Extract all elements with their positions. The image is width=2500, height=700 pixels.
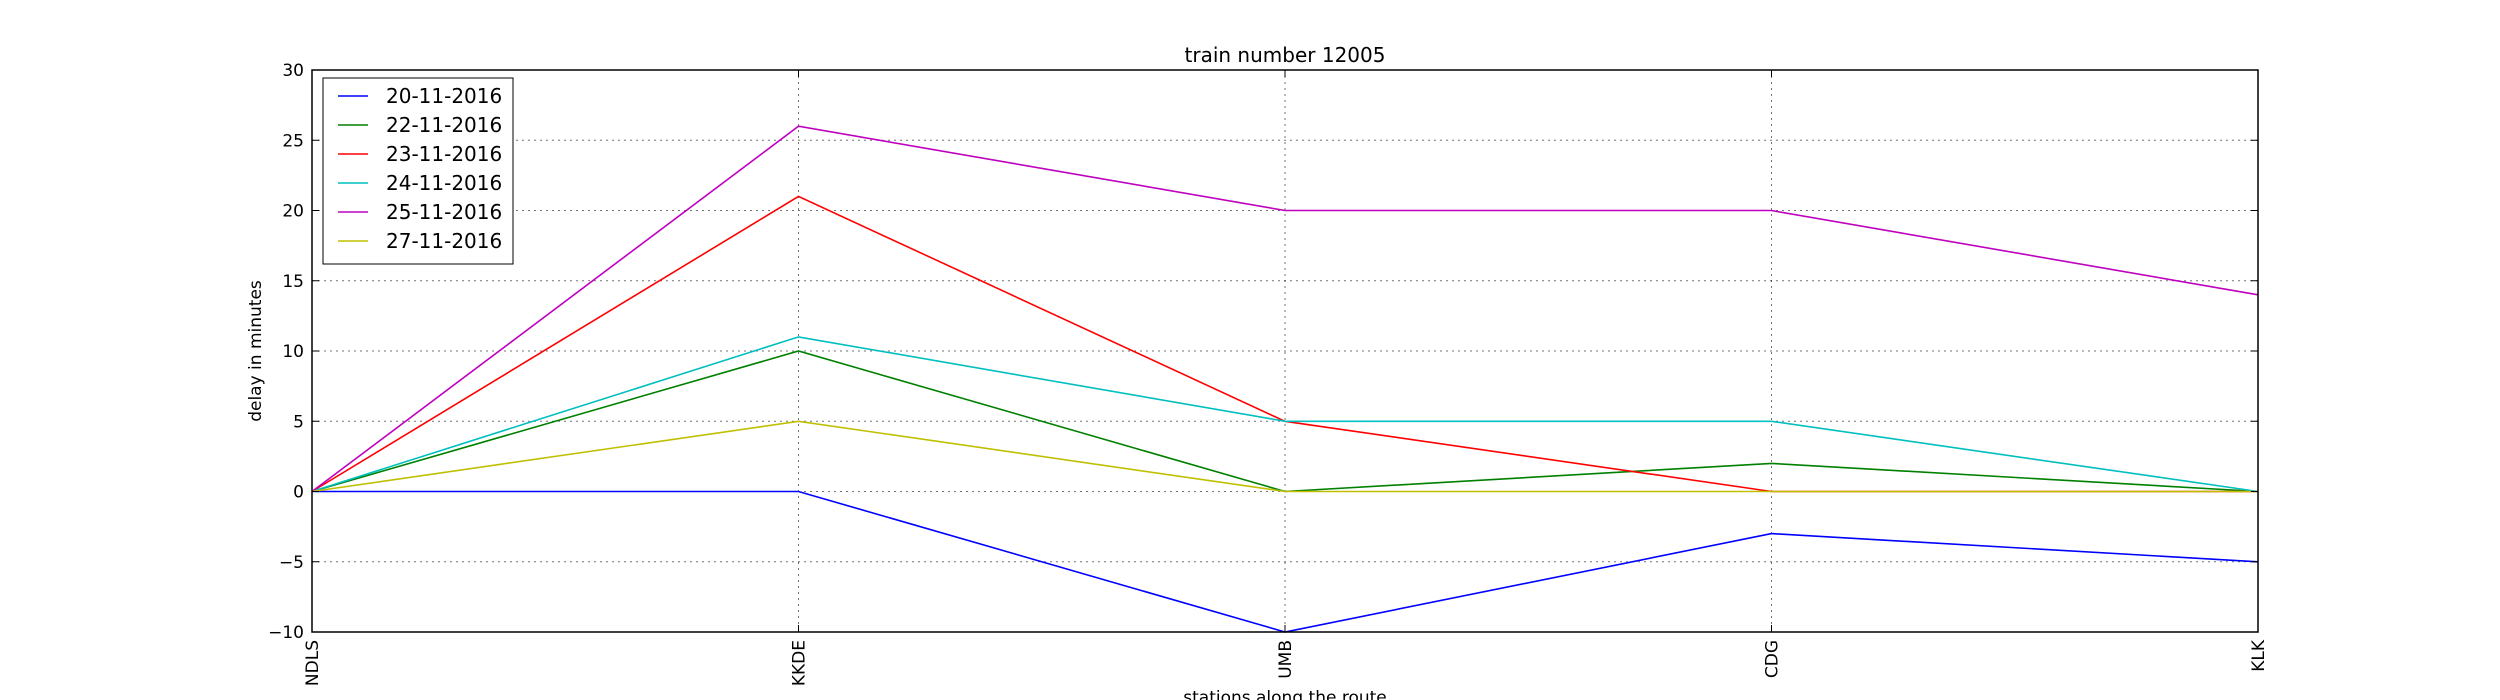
y-tick-label: −10	[268, 623, 304, 643]
x-tick-label: CDG	[1763, 640, 1783, 678]
chart-title: train number 12005	[1185, 43, 1386, 67]
y-tick-label: 10	[282, 342, 304, 362]
x-axis-ticks: NDLS KKDE UMB CDG KLK	[303, 70, 2269, 686]
legend-label: 22-11-2016	[386, 113, 502, 137]
y-axis-ticks: −10 −5 0 5 10 15 20 25 30	[268, 61, 2258, 643]
series-line-24-11-2016	[311, 336, 2259, 493]
legend: 20-11-2016 22-11-2016 23-11-2016 24-11-2016…	[322, 77, 514, 265]
y-tick-label: 25	[282, 131, 304, 151]
y-tick-label: 15	[282, 272, 304, 292]
y-tick-label: −5	[279, 553, 304, 573]
y-tick-label: 20	[282, 202, 304, 222]
y-tick-label: 30	[282, 61, 304, 81]
legend-label: 23-11-2016	[386, 142, 502, 166]
series-line-27-11-2016	[311, 420, 2258, 493]
legend-label: 27-11-2016	[386, 229, 502, 253]
y-tick-label: 0	[293, 483, 304, 503]
y-tick-label: 5	[293, 412, 304, 432]
series-line-25-11-2016	[311, 125, 2259, 493]
x-tick-label: UMB	[1276, 640, 1296, 679]
legend-label: 20-11-2016	[386, 84, 502, 108]
x-tick-label: KKDE	[790, 640, 810, 686]
x-tick-label: KLK	[2249, 639, 2269, 672]
legend-box	[322, 77, 514, 265]
y-axis-label: delay in minutes	[246, 280, 266, 422]
legend-label: 24-11-2016	[386, 171, 502, 195]
x-axis-label: stations along the route	[1183, 688, 1387, 700]
legend-label: 25-11-2016	[386, 200, 502, 224]
x-tick-label: NDLS	[303, 640, 323, 686]
